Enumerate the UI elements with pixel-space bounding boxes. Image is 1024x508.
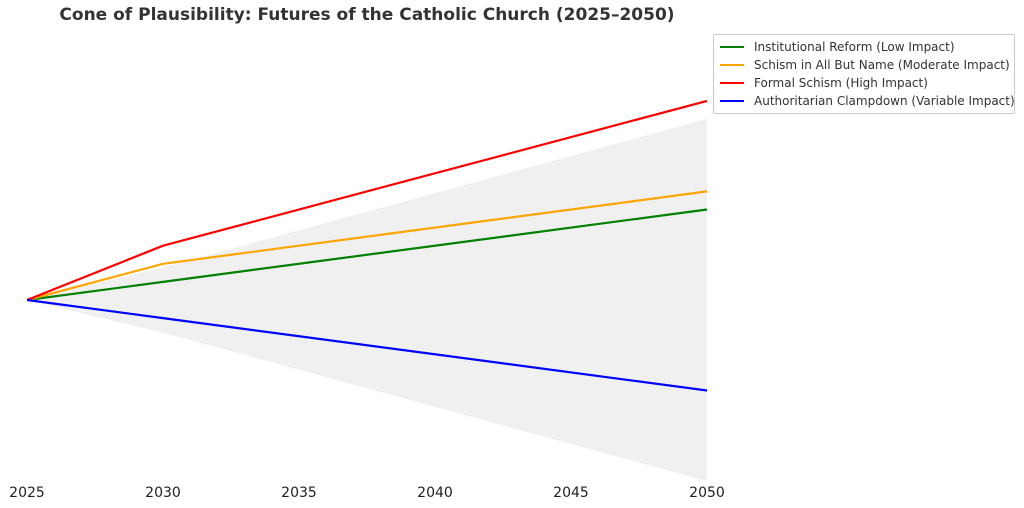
legend-item: Authoritarian Clampdown (Variable Impact… [720, 92, 1015, 110]
series-line-3 [26, 99, 708, 302]
legend-item: Formal Schism (High Impact) [720, 74, 1008, 92]
x-tick-label: 2050 [689, 485, 725, 501]
legend-item: Schism in All But Name (Moderate Impact) [720, 56, 1010, 74]
x-tick-label: 2035 [281, 485, 317, 501]
legend-swatch [720, 46, 744, 48]
plausibility-cone [27, 119, 707, 481]
series-line-2 [26, 190, 708, 302]
legend-swatch [720, 100, 744, 102]
series-line-1 [26, 208, 708, 302]
x-tick-label: 2045 [553, 485, 589, 501]
legend-swatch [720, 82, 744, 84]
legend-label: Formal Schism (High Impact) [754, 76, 928, 90]
x-tick-label: 2040 [417, 485, 453, 501]
legend: Institutional Reform (Low Impact) Schism … [713, 34, 1015, 114]
legend-label: Schism in All But Name (Moderate Impact) [754, 58, 1010, 72]
legend-label: Authoritarian Clampdown (Variable Impact… [754, 94, 1015, 108]
chart-title: Cone of Plausibility: Futures of the Cat… [59, 5, 675, 25]
series-line-4 [26, 298, 708, 392]
legend-label: Institutional Reform (Low Impact) [754, 40, 955, 54]
legend-swatch [720, 64, 744, 66]
legend-item: Institutional Reform (Low Impact) [720, 38, 1008, 56]
x-tick-label: 2025 [9, 485, 45, 501]
x-tick-label: 2030 [145, 485, 181, 501]
